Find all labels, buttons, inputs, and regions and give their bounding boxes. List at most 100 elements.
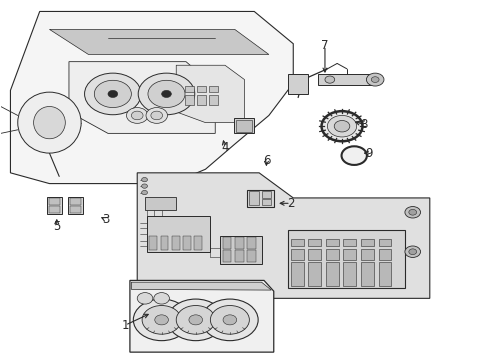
Bar (378, 262, 390, 286)
Ellipse shape (34, 107, 65, 139)
Bar (246, 237, 255, 249)
Bar (261, 192, 271, 198)
Circle shape (321, 111, 362, 141)
Circle shape (151, 111, 162, 120)
Bar (236, 120, 251, 132)
Polygon shape (317, 74, 370, 85)
Bar (308, 249, 321, 260)
Bar (246, 190, 273, 207)
Text: 9: 9 (365, 147, 372, 159)
Bar (160, 235, 168, 250)
Bar (222, 250, 231, 262)
Circle shape (131, 111, 143, 120)
Bar (378, 239, 390, 246)
Text: 4: 4 (221, 141, 228, 154)
Bar (149, 235, 157, 250)
Bar (234, 250, 243, 262)
Bar (308, 262, 321, 286)
Bar (144, 197, 176, 211)
Circle shape (84, 73, 141, 115)
Circle shape (137, 293, 153, 304)
Bar (290, 239, 303, 246)
Polygon shape (131, 282, 271, 290)
Bar (249, 192, 259, 205)
Circle shape (167, 299, 224, 341)
Circle shape (404, 207, 420, 218)
Circle shape (408, 210, 416, 215)
Circle shape (201, 299, 258, 341)
Bar (360, 249, 373, 260)
Bar (234, 237, 243, 249)
Text: 8: 8 (360, 118, 367, 131)
Bar (290, 262, 303, 286)
Circle shape (142, 190, 147, 195)
Circle shape (94, 80, 131, 108)
Text: 5: 5 (53, 220, 61, 233)
Bar (343, 249, 355, 260)
Polygon shape (176, 65, 244, 123)
Circle shape (108, 90, 118, 98)
Bar (49, 206, 60, 213)
Circle shape (138, 73, 194, 115)
Circle shape (408, 249, 416, 255)
Bar (171, 235, 179, 250)
Circle shape (366, 73, 383, 86)
Polygon shape (69, 62, 215, 134)
Bar (194, 235, 202, 250)
Text: 6: 6 (262, 154, 270, 167)
Circle shape (133, 299, 189, 341)
Bar (184, 95, 193, 105)
Circle shape (210, 306, 249, 334)
Text: 2: 2 (286, 197, 294, 210)
Circle shape (154, 293, 169, 304)
Text: 1: 1 (121, 319, 128, 332)
Bar (325, 239, 338, 246)
Circle shape (325, 76, 334, 83)
Bar (233, 118, 254, 134)
Bar (261, 199, 271, 205)
Text: 7: 7 (321, 39, 328, 52)
Circle shape (142, 306, 181, 334)
Bar (360, 239, 373, 246)
Polygon shape (49, 30, 268, 54)
Bar (288, 74, 307, 94)
Bar (325, 249, 338, 260)
Bar (184, 86, 193, 92)
Bar (68, 197, 82, 214)
Circle shape (146, 108, 167, 123)
Circle shape (142, 184, 147, 188)
Circle shape (161, 90, 171, 98)
Polygon shape (10, 12, 293, 184)
Polygon shape (137, 173, 429, 298)
Bar (220, 235, 261, 264)
Circle shape (404, 246, 420, 257)
Circle shape (327, 116, 356, 137)
Ellipse shape (18, 92, 81, 153)
Bar (288, 230, 405, 288)
Text: 3: 3 (102, 213, 109, 226)
Bar (47, 197, 61, 214)
Circle shape (142, 177, 147, 182)
FancyBboxPatch shape (147, 216, 210, 252)
Bar (246, 250, 255, 262)
Bar (70, 198, 81, 205)
Bar (197, 95, 205, 105)
Circle shape (148, 80, 184, 108)
Bar (343, 239, 355, 246)
Bar (209, 95, 218, 105)
Bar (183, 235, 190, 250)
Circle shape (370, 77, 378, 82)
Circle shape (223, 315, 236, 325)
Circle shape (155, 315, 168, 325)
Bar (290, 249, 303, 260)
Bar (222, 237, 231, 249)
Circle shape (341, 146, 366, 165)
Circle shape (176, 306, 215, 334)
Circle shape (126, 108, 148, 123)
Circle shape (333, 121, 349, 132)
Polygon shape (130, 280, 273, 352)
Bar (70, 206, 81, 213)
Bar (49, 198, 60, 205)
Bar (197, 86, 205, 92)
Bar (378, 249, 390, 260)
